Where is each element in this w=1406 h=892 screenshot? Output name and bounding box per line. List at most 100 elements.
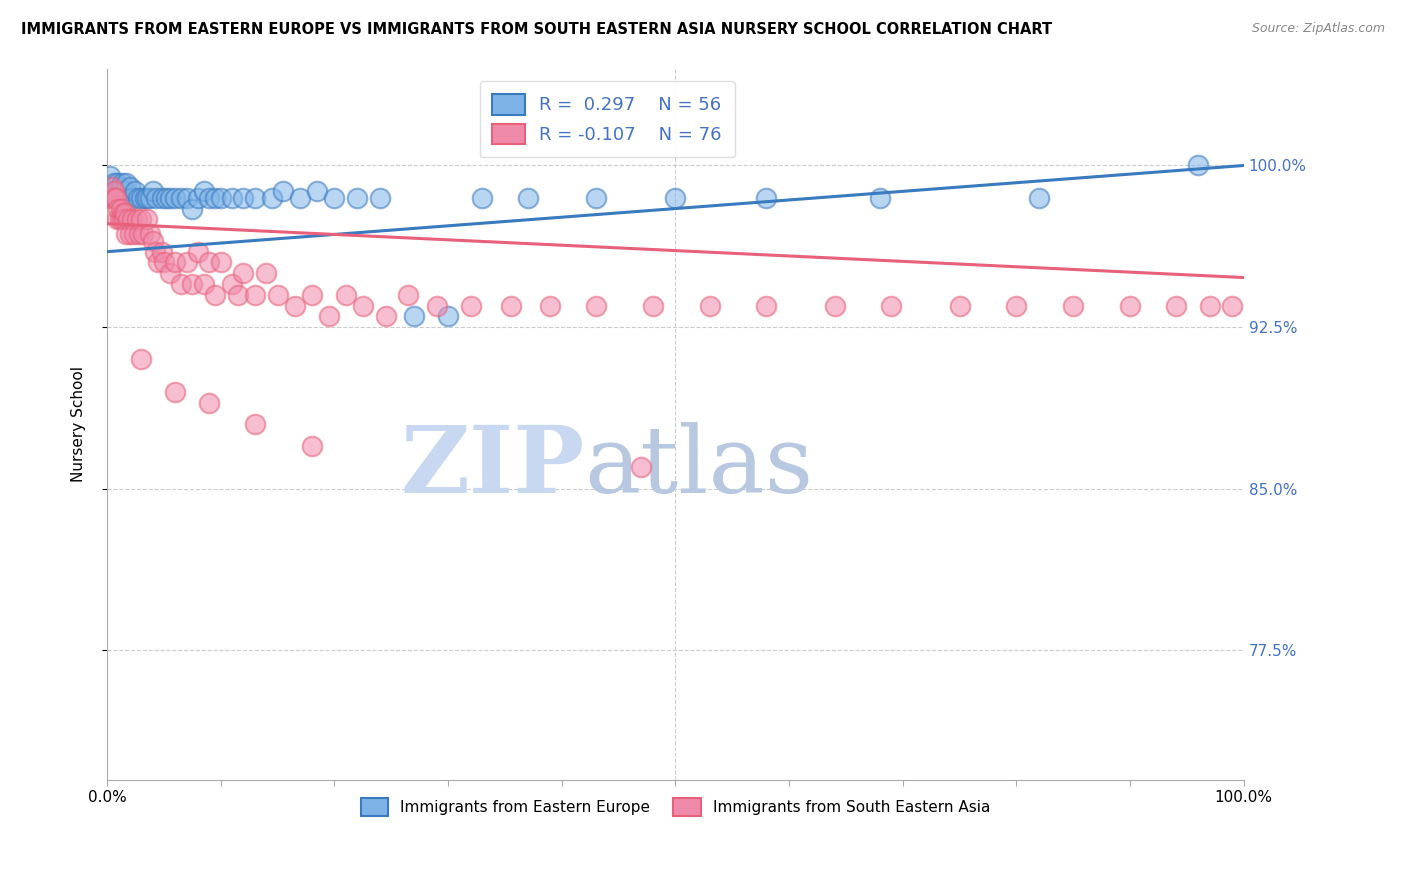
Point — [516, 191, 538, 205]
Point — [755, 299, 778, 313]
Point — [318, 310, 340, 324]
Point — [134, 191, 156, 205]
Point — [124, 185, 146, 199]
Point — [170, 191, 193, 205]
Point — [290, 191, 312, 205]
Point — [352, 299, 374, 313]
Point — [396, 287, 419, 301]
Point — [145, 191, 167, 205]
Point — [127, 191, 149, 205]
Legend: Immigrants from Eastern Europe, Immigrants from South Eastern Asia: Immigrants from Eastern Europe, Immigran… — [352, 789, 1000, 825]
Point — [301, 287, 323, 301]
Point — [159, 191, 181, 205]
Point — [108, 212, 131, 227]
Point — [301, 439, 323, 453]
Point — [132, 227, 155, 242]
Point — [115, 227, 138, 242]
Point — [232, 191, 254, 205]
Point — [118, 227, 141, 242]
Point — [139, 191, 162, 205]
Point — [101, 185, 124, 199]
Point — [271, 185, 294, 199]
Point — [129, 352, 152, 367]
Point — [111, 206, 134, 220]
Point — [335, 287, 357, 301]
Point — [121, 191, 143, 205]
Point — [129, 212, 152, 227]
Point — [346, 191, 368, 205]
Text: ZIP: ZIP — [401, 422, 585, 512]
Point — [143, 244, 166, 259]
Point — [150, 191, 173, 205]
Y-axis label: Nursery School: Nursery School — [72, 366, 86, 482]
Point — [125, 212, 148, 227]
Text: atlas: atlas — [585, 422, 814, 512]
Point — [181, 202, 204, 216]
Point — [243, 287, 266, 301]
Point — [232, 266, 254, 280]
Point — [103, 185, 125, 199]
Point — [1222, 299, 1244, 313]
Point — [1164, 299, 1187, 313]
Point — [165, 191, 187, 205]
Point — [193, 185, 215, 199]
Point — [221, 191, 243, 205]
Point — [254, 266, 277, 280]
Point — [165, 384, 187, 399]
Point — [1005, 299, 1028, 313]
Point — [135, 212, 157, 227]
Point — [284, 299, 307, 313]
Point — [460, 299, 482, 313]
Text: Source: ZipAtlas.com: Source: ZipAtlas.com — [1251, 22, 1385, 36]
Point — [630, 460, 652, 475]
Point — [107, 202, 129, 216]
Point — [118, 180, 141, 194]
Point — [176, 191, 198, 205]
Point — [110, 185, 132, 199]
Point — [135, 191, 157, 205]
Point — [402, 310, 425, 324]
Point — [193, 277, 215, 291]
Point — [641, 299, 664, 313]
Point — [105, 212, 128, 227]
Point — [150, 244, 173, 259]
Point — [221, 277, 243, 291]
Point — [105, 185, 128, 199]
Point — [499, 299, 522, 313]
Point — [949, 299, 972, 313]
Point — [100, 180, 122, 194]
Point — [124, 227, 146, 242]
Point — [101, 191, 124, 205]
Point — [141, 234, 163, 248]
Point — [111, 212, 134, 227]
Point — [585, 299, 607, 313]
Point — [824, 299, 846, 313]
Point — [121, 212, 143, 227]
Point — [187, 244, 209, 259]
Point — [307, 185, 329, 199]
Point — [1119, 299, 1142, 313]
Point — [181, 277, 204, 291]
Point — [159, 266, 181, 280]
Point — [104, 191, 127, 205]
Point — [105, 176, 128, 190]
Point — [148, 255, 170, 269]
Point — [107, 191, 129, 205]
Point — [243, 417, 266, 431]
Point — [664, 191, 686, 205]
Point — [176, 255, 198, 269]
Point — [114, 185, 136, 199]
Point — [209, 191, 232, 205]
Point — [1187, 159, 1209, 173]
Point — [323, 191, 346, 205]
Point — [374, 310, 396, 324]
Point — [198, 255, 221, 269]
Point — [260, 191, 283, 205]
Point — [209, 255, 232, 269]
Point — [112, 212, 135, 227]
Point — [139, 227, 162, 242]
Point — [869, 191, 891, 205]
Point — [1198, 299, 1220, 313]
Point — [165, 255, 187, 269]
Point — [266, 287, 288, 301]
